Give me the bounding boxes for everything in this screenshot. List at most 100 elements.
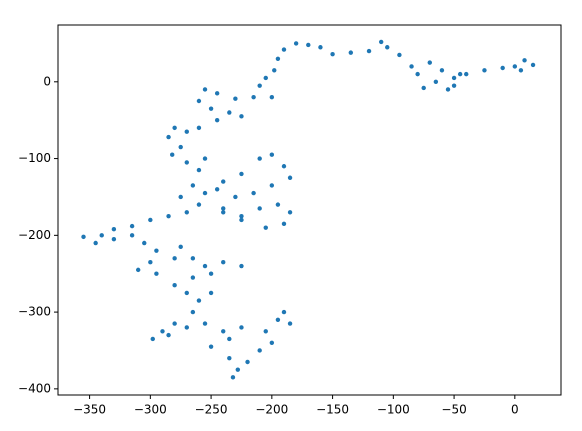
point xyxy=(172,256,177,261)
x-tick-label: −50 xyxy=(441,403,466,417)
y-tick-label: −100 xyxy=(18,151,51,165)
point xyxy=(348,50,354,55)
point xyxy=(287,321,293,326)
point xyxy=(269,183,275,188)
point xyxy=(230,375,236,380)
point xyxy=(257,156,262,161)
point xyxy=(227,110,232,115)
point xyxy=(208,290,214,296)
point xyxy=(451,83,457,88)
point xyxy=(154,271,159,276)
x-tick-label: −150 xyxy=(316,403,349,417)
point xyxy=(221,206,226,211)
point xyxy=(275,202,281,207)
point xyxy=(221,329,226,334)
point xyxy=(239,263,244,269)
point xyxy=(263,75,268,81)
point xyxy=(190,275,196,280)
y-tick-label: −200 xyxy=(18,228,51,242)
point xyxy=(196,167,202,173)
point xyxy=(397,52,402,58)
point xyxy=(269,94,275,100)
point xyxy=(221,259,226,265)
point xyxy=(239,217,244,223)
point xyxy=(239,325,244,330)
point xyxy=(184,325,189,330)
point xyxy=(275,317,281,322)
point xyxy=(166,332,171,338)
point xyxy=(135,267,141,273)
point xyxy=(330,51,335,57)
point xyxy=(457,71,463,77)
point xyxy=(227,336,232,342)
point xyxy=(293,41,299,46)
point xyxy=(214,187,220,192)
point xyxy=(518,68,524,73)
x-tick-label: −100 xyxy=(377,403,410,417)
point xyxy=(530,62,536,68)
point xyxy=(287,175,293,180)
point xyxy=(214,117,220,123)
point xyxy=(239,114,244,119)
point xyxy=(522,58,527,63)
point xyxy=(239,213,244,219)
point xyxy=(235,367,241,372)
point xyxy=(275,56,281,61)
point xyxy=(202,156,208,161)
point xyxy=(221,179,226,184)
point xyxy=(148,217,153,223)
point xyxy=(184,160,189,165)
point xyxy=(81,234,86,240)
point xyxy=(287,210,293,215)
point xyxy=(166,134,171,140)
point xyxy=(160,329,165,334)
point xyxy=(251,190,256,196)
point xyxy=(142,240,147,246)
point xyxy=(500,65,505,71)
point xyxy=(99,233,104,238)
plot-frame xyxy=(57,24,562,396)
point xyxy=(184,210,189,215)
point xyxy=(190,183,196,188)
point xyxy=(178,244,183,250)
point xyxy=(281,164,287,169)
point xyxy=(150,336,155,342)
point xyxy=(512,64,518,69)
x-tick-label: −350 xyxy=(73,403,106,417)
point xyxy=(427,60,432,65)
point xyxy=(154,248,159,253)
point xyxy=(202,263,208,269)
y-tick-label: −300 xyxy=(18,305,51,319)
point xyxy=(451,75,457,81)
point xyxy=(202,190,208,196)
point xyxy=(421,85,426,91)
point xyxy=(318,45,323,50)
point xyxy=(306,42,311,48)
point xyxy=(202,87,208,92)
point xyxy=(269,340,275,346)
point xyxy=(378,39,384,45)
point xyxy=(251,94,256,100)
point xyxy=(172,321,177,326)
point xyxy=(269,152,275,157)
x-tick-label: −250 xyxy=(195,403,228,417)
point xyxy=(196,202,202,207)
point xyxy=(196,298,202,303)
point xyxy=(196,98,202,104)
point xyxy=(172,125,177,131)
point xyxy=(281,47,287,52)
point xyxy=(208,271,214,276)
point xyxy=(178,194,183,200)
point xyxy=(439,68,445,73)
point xyxy=(233,194,238,200)
point xyxy=(202,321,208,326)
point xyxy=(214,91,220,96)
x-tick-label: −200 xyxy=(255,403,288,417)
point xyxy=(366,48,372,54)
point xyxy=(184,129,189,134)
point xyxy=(409,64,414,69)
point xyxy=(227,355,232,361)
point xyxy=(129,233,135,238)
point xyxy=(170,152,175,157)
